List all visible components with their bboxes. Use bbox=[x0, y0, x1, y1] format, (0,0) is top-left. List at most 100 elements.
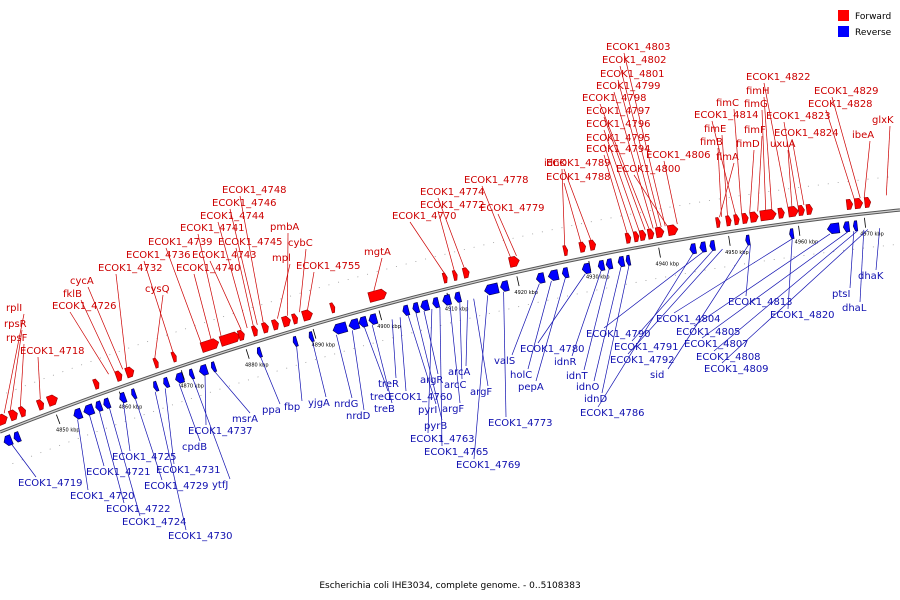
reverse-gene bbox=[420, 299, 431, 312]
reverse-gene-label-ecok1-4765: ECOK1_4765 bbox=[424, 447, 489, 458]
forward-gene bbox=[638, 229, 647, 242]
reverse-gene-label-ecok1-4792: ECOK1_4792 bbox=[610, 355, 675, 366]
legend-forward-label: Forward bbox=[855, 12, 891, 22]
forward-gene bbox=[461, 267, 470, 279]
reverse-gene bbox=[709, 239, 716, 252]
forward-gene-label-cyca: cycA bbox=[70, 276, 94, 287]
reverse-gene bbox=[689, 243, 697, 255]
forward-gene-label-rpsf: rpsF bbox=[6, 333, 28, 344]
forward-leader-line bbox=[783, 121, 799, 206]
forward-gene bbox=[508, 256, 520, 268]
forward-gene bbox=[7, 409, 18, 422]
forward-gene-label-ecok1-4748: ECOK1_4748 bbox=[222, 185, 287, 196]
reverse-leader-line bbox=[260, 357, 281, 405]
forward-gene-label-ecok1-4732: ECOK1_4732 bbox=[98, 263, 163, 274]
forward-leader-line bbox=[217, 221, 248, 329]
forward-gene bbox=[562, 245, 568, 257]
legend: Forward Reverse bbox=[838, 10, 892, 38]
forward-leader-line bbox=[239, 195, 264, 324]
reverse-gene-label-ecok1-4820: ECOK1_4820 bbox=[770, 310, 835, 321]
forward-gene-label-fima: fimA bbox=[716, 152, 739, 163]
forward-leader-line bbox=[373, 257, 383, 292]
forward-leader-line bbox=[3, 313, 25, 414]
reverse-gene bbox=[13, 431, 22, 443]
reverse-gene bbox=[581, 262, 592, 275]
reverse-gene bbox=[699, 241, 707, 253]
reverse-gene bbox=[597, 259, 606, 272]
reverse-gene bbox=[211, 361, 218, 373]
forward-gene-label-fimf: fimF bbox=[744, 125, 766, 136]
reverse-gene-label-ecok1-4773: ECOK1_4773 bbox=[488, 418, 553, 429]
reverse-leader-line bbox=[391, 319, 397, 379]
forward-gene bbox=[853, 197, 864, 210]
forward-gene bbox=[632, 231, 640, 243]
reverse-leader-line bbox=[11, 444, 37, 478]
forward-leader-line bbox=[619, 65, 662, 227]
forward-leader-line bbox=[757, 135, 763, 212]
reverse-gene bbox=[73, 407, 84, 420]
reverse-gene bbox=[625, 254, 632, 266]
reverse-gene-label-pyrb: pyrB bbox=[424, 421, 447, 432]
tick-mark bbox=[864, 217, 866, 228]
reverse-leader-line bbox=[336, 334, 353, 399]
reverse-gene-label-idnd: idnD bbox=[584, 394, 607, 405]
forward-gene-label-ecok1-4745: ECOK1_4745 bbox=[218, 237, 283, 248]
forward-gene bbox=[588, 239, 597, 251]
forward-gene bbox=[236, 329, 245, 342]
forward-gene-label-mgta: mgtA bbox=[364, 247, 391, 258]
reverse-gene-label-idnr: idnR bbox=[554, 357, 576, 368]
forward-gene bbox=[759, 209, 777, 222]
reverse-leader-line bbox=[875, 228, 881, 271]
forward-gene-label-ecok1-4741: ECOK1_4741 bbox=[180, 223, 245, 234]
forward-gene-label-fimd: fimD bbox=[736, 139, 760, 150]
reverse-gene bbox=[368, 313, 379, 325]
tick-label: 4850 kbp bbox=[56, 428, 80, 434]
reverse-leader-line bbox=[627, 248, 723, 355]
tick-label: 4960 kbp bbox=[795, 240, 819, 246]
reverse-leader-line bbox=[399, 317, 407, 392]
legend-reverse-label: Reverse bbox=[855, 28, 892, 38]
genome-backbone bbox=[0, 175, 900, 464]
tick-label: 4910 kbp bbox=[445, 306, 469, 312]
reverse-gene bbox=[852, 220, 859, 232]
forward-gene bbox=[218, 331, 241, 347]
forward-gene bbox=[797, 204, 805, 216]
forward-gene-label-ecok1-4797: ECOK1_4797 bbox=[586, 106, 651, 117]
forward-leader-line bbox=[497, 213, 517, 257]
reverse-leader-line bbox=[363, 326, 389, 392]
reverse-gene bbox=[484, 282, 500, 296]
forward-gene bbox=[777, 207, 785, 219]
forward-leader-line bbox=[561, 168, 566, 246]
forward-gene-label-ecok1-4824: ECOK1_4824 bbox=[774, 128, 839, 139]
backbone-highlight bbox=[0, 209, 900, 433]
reverse-leader-line bbox=[601, 265, 630, 394]
forward-leader-line bbox=[603, 129, 640, 232]
reverse-gene bbox=[348, 318, 361, 331]
reverse-gene-label-ecok1-4809: ECOK1_4809 bbox=[704, 364, 769, 375]
reverse-leader-line bbox=[459, 302, 463, 380]
forward-gene bbox=[666, 224, 679, 237]
reverse-gene-label-nrdg: nrdG bbox=[334, 399, 358, 410]
legend-reverse-swatch bbox=[838, 26, 849, 37]
forward-leader-line bbox=[603, 154, 628, 234]
forward-leader-line bbox=[197, 233, 222, 337]
forward-leader-line bbox=[287, 232, 289, 316]
forward-gene-label-ecok1-4814: ECOK1_4814 bbox=[694, 110, 759, 121]
tick-label: 4930 kbp bbox=[586, 275, 610, 281]
reverse-gene-label-fbp: fbp bbox=[284, 402, 300, 413]
reverse-gene-label-msra: msrA bbox=[232, 414, 258, 425]
reverse-leader-line bbox=[713, 230, 859, 352]
tick-mark bbox=[728, 235, 731, 246]
forward-gene-label-ecok1-4796: ECOK1_4796 bbox=[586, 119, 651, 130]
reverse-gene bbox=[95, 400, 104, 412]
forward-gene-label-ecok1-4744: ECOK1_4744 bbox=[200, 211, 265, 222]
forward-leader-line bbox=[193, 273, 212, 340]
tick-mark bbox=[378, 310, 383, 321]
reverse-gene-label-vals: valS bbox=[494, 356, 515, 367]
forward-gene bbox=[451, 270, 458, 282]
forward-gene bbox=[17, 406, 26, 418]
forward-gene-label-cybc: cybC bbox=[288, 238, 313, 249]
forward-leader-line bbox=[19, 343, 25, 408]
